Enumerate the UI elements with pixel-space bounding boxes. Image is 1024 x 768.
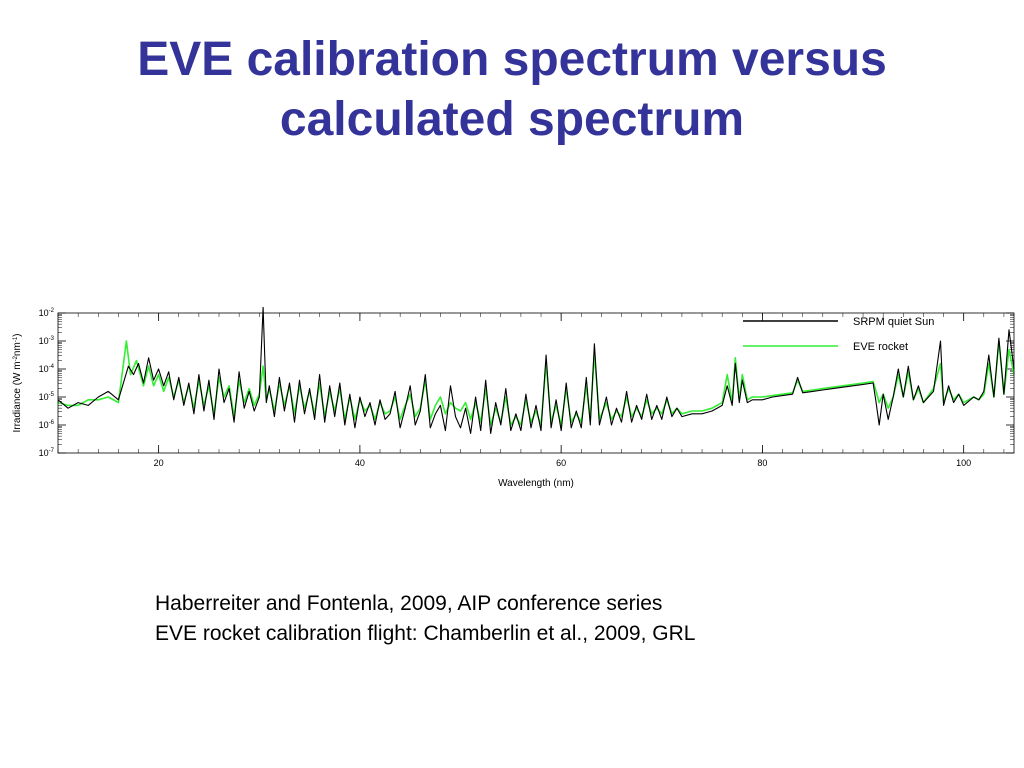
x-tick-label: 100	[956, 458, 971, 468]
x-tick-label: 60	[556, 458, 566, 468]
legend: SRPM quiet Sun EVE rocket	[743, 316, 934, 353]
x-axis-title: Wavelength (nm)	[498, 478, 574, 489]
series-layer	[57, 306, 1015, 434]
tick-labels: 20 40 60 80 100 10-2 10-3 10-4 10-5 10-6 10-7	[39, 308, 972, 468]
slide-title: EVE calibration spectrum versus calculat…	[0, 30, 1024, 150]
title-line-1: EVE calibration spectrum versus	[137, 33, 887, 86]
y-tick-label: 10-4	[39, 364, 55, 374]
x-tick-label: 80	[757, 458, 767, 468]
y-tick-label: 10-7	[39, 448, 55, 458]
references: Haberreiter and Fontenla, 2009, AIP conf…	[155, 589, 695, 649]
title-line-2: calculated spectrum	[279, 93, 745, 146]
y-tick-label: 10-5	[39, 392, 55, 402]
reference-line-2: EVE rocket calibration flight: Chamberli…	[155, 622, 696, 645]
y-tick-label: 10-6	[39, 420, 55, 430]
x-minor-ticks	[57, 313, 1005, 453]
y-tick-label: 10-2	[39, 308, 55, 318]
y-minor-ticks	[58, 314, 1014, 445]
y-axis-title: Irradiance (W m-2nm-1)	[12, 333, 23, 432]
y-tick-label: 10-3	[39, 336, 55, 346]
spectrum-chart: 20 40 60 80 100 10-2 10-3 10-4 10-5 10-6 10-7 Wave…	[8, 305, 1018, 500]
legend-label: SRPM quiet Sun	[853, 316, 934, 328]
x-tick-label: 20	[154, 458, 164, 468]
series-line-srpm-quiet-sun	[57, 306, 1015, 434]
x-tick-label: 40	[355, 458, 365, 468]
plot-frame	[57, 312, 1015, 454]
legend-label: EVE rocket	[853, 341, 908, 353]
spectrum-chart-svg: 20 40 60 80 100 10-2 10-3 10-4 10-5 10-6 10-7 Wave…	[12, 306, 1015, 489]
reference-line-1: Haberreiter and Fontenla, 2009, AIP conf…	[155, 592, 663, 615]
